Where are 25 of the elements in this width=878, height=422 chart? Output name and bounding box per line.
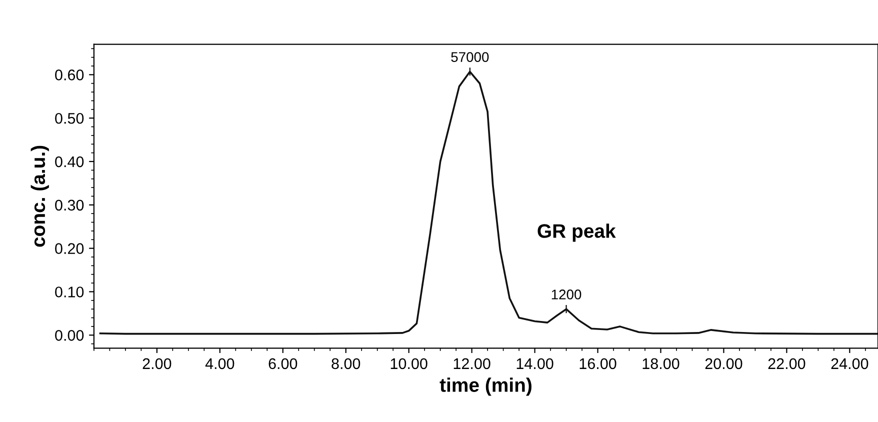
x-tick-label: 16.00 <box>580 358 616 370</box>
line-series <box>99 70 878 335</box>
x-tick-label: 8.00 <box>332 358 360 370</box>
y-tick-label: 0.60 <box>55 70 84 80</box>
y-tick-label: 0.10 <box>55 286 84 298</box>
x-tick-label: 22.00 <box>768 358 806 370</box>
x-tick-label: 10.00 <box>390 358 428 370</box>
annotation: 57000 <box>451 52 489 62</box>
y-tick-label: 0.00 <box>55 330 84 341</box>
x-tick-label: 12.00 <box>454 358 490 370</box>
y-tick-label: 0.20 <box>55 243 84 254</box>
x-tick-label: 18.00 <box>642 358 680 370</box>
x-axis-title: time (min) <box>440 378 532 396</box>
y-tick-label: 0.30 <box>55 200 84 211</box>
x-tick-label: 24.00 <box>831 358 868 370</box>
x-tick-label: 2.00 <box>142 358 172 370</box>
y-tick-label: 0.50 <box>55 112 84 124</box>
y-tick-label: 0.40 <box>55 156 84 168</box>
x-tick-label: 14.00 <box>516 358 554 370</box>
x-tick-label: 4.00 <box>205 358 234 370</box>
annotation: 1200 <box>552 290 582 300</box>
x-tick-label: 20.00 <box>705 358 742 370</box>
y-axis-title: conc. (a.u.) <box>30 146 49 247</box>
x-tick-label: 6.00 <box>268 358 298 370</box>
annotation: GR peak <box>538 224 616 242</box>
